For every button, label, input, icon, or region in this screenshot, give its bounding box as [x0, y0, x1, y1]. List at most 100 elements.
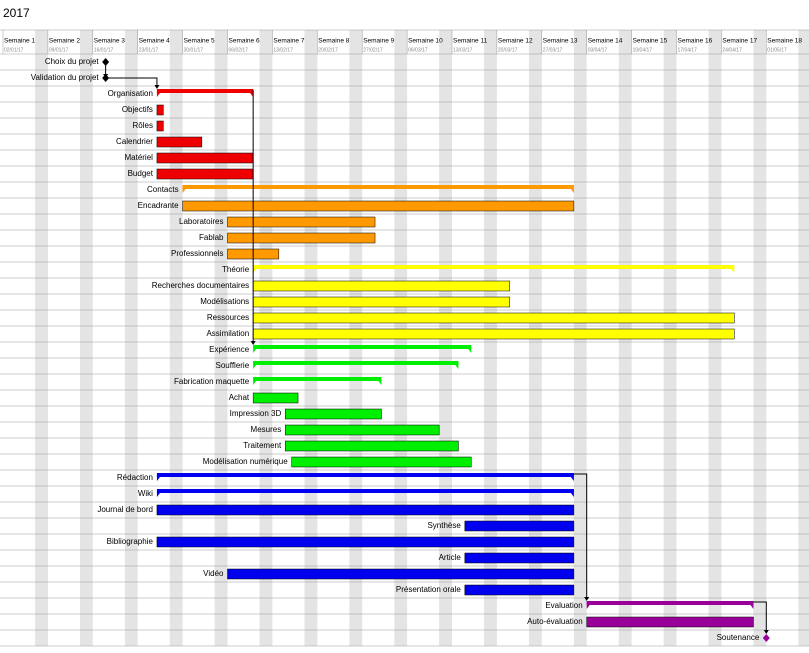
task-label: Calendrier: [116, 137, 153, 146]
week-label: Semaine 11: [453, 38, 488, 45]
week-label: Semaine 17: [722, 38, 757, 45]
week-date: 30/01/17: [184, 47, 204, 53]
task-label: Soutenance: [717, 633, 760, 642]
week-date: 17/04/17: [678, 47, 698, 53]
task-label: Mesures: [251, 425, 282, 434]
arrow-head: [250, 341, 256, 345]
week-date: 27/02/17: [363, 47, 383, 53]
arrow-head: [584, 597, 590, 601]
task-label: Bibliographie: [107, 537, 154, 546]
task-label: Assimilation: [206, 329, 249, 338]
week-label: Semaine 4: [139, 38, 170, 45]
task-bar: [252, 280, 510, 292]
summary-bar: [156, 489, 574, 493]
week-date: 01/05/17: [767, 47, 787, 53]
week-label: Semaine 18: [767, 38, 802, 45]
summary-bar: [156, 473, 574, 477]
task-label: Vidéo: [203, 569, 224, 578]
task-label: Présentation orale: [396, 585, 461, 594]
task-bar: [252, 392, 299, 404]
summary-bar: [586, 601, 754, 605]
week-label: Semaine 12: [498, 38, 533, 45]
week-label: Semaine 16: [678, 38, 713, 45]
task-bar: [252, 296, 510, 308]
summary-bar: [182, 185, 574, 189]
week-label: Semaine 1: [4, 38, 35, 45]
task-label: Modélisation numérique: [203, 457, 288, 466]
task-bar: [227, 216, 376, 228]
task-label: Validation du projet: [31, 73, 100, 82]
week-date: 03/04/17: [588, 47, 608, 53]
week-date: 27/03/17: [543, 47, 563, 53]
week-label: Semaine 3: [94, 38, 125, 45]
task-label: Fablab: [199, 233, 224, 242]
weekend-stripe: [124, 30, 138, 646]
weekend-stripe: [798, 30, 809, 646]
week-label: Semaine 8: [318, 38, 349, 45]
task-bar: [284, 440, 459, 452]
summary-bar: [253, 361, 459, 365]
dependency-link: [108, 77, 158, 86]
week-label: Semaine 7: [273, 38, 304, 45]
task-label: Fabrication maquette: [174, 377, 250, 386]
week-label: Semaine 14: [588, 38, 623, 45]
task-label: Achat: [229, 393, 250, 402]
weekend-stripe: [753, 30, 767, 646]
task-label: Choix du projet: [45, 57, 100, 66]
week-label: Semaine 13: [543, 38, 578, 45]
task-bar: [156, 136, 203, 148]
task-label: Encadrante: [138, 201, 179, 210]
task-label: Objectifs: [122, 105, 153, 114]
week-label: Semaine 10: [408, 38, 443, 45]
week-label: Semaine 9: [363, 38, 394, 45]
arrow-head: [103, 74, 109, 78]
week-date: 13/02/17: [273, 47, 293, 53]
task-label: Soufflerie: [216, 361, 250, 370]
week-date: 24/04/17: [722, 47, 742, 53]
task-label: Wiki: [138, 489, 153, 498]
week-date: 02/01/17: [4, 47, 24, 53]
task-bar: [464, 584, 575, 596]
task-bar: [284, 424, 440, 436]
task-label: Matériel: [124, 153, 153, 162]
task-bar: [227, 232, 376, 244]
task-bar: [156, 504, 575, 516]
week-date: 16/01/17: [94, 47, 114, 53]
task-bar: [156, 104, 164, 116]
task-bar: [291, 456, 472, 468]
summary-bar: [156, 89, 254, 93]
task-bar: [252, 312, 735, 324]
summary-bar: [253, 377, 382, 381]
week-label: Semaine 6: [229, 38, 260, 45]
task-label: Recherches documentaires: [152, 281, 249, 290]
task-bar: [156, 536, 575, 548]
week-label: Semaine 15: [633, 38, 668, 45]
milestone: [762, 634, 770, 642]
week-date: 06/03/17: [408, 47, 428, 53]
weekend-stripe: [79, 30, 93, 646]
arrow-head: [154, 85, 160, 89]
task-label: Journal de bord: [97, 505, 153, 514]
task-bar: [182, 200, 575, 212]
task-bar: [156, 120, 164, 132]
task-label: Evaluation: [545, 601, 582, 610]
week-date: 20/02/17: [318, 47, 338, 53]
task-label: Modélisations: [200, 297, 249, 306]
task-label: Article: [439, 553, 462, 562]
weekend-stripe: [169, 30, 183, 646]
task-bar: [227, 568, 575, 580]
task-label: Professionnels: [171, 249, 223, 258]
week-date: 10/04/17: [633, 47, 653, 53]
task-label: Ressources: [207, 313, 249, 322]
task-bar: [284, 408, 382, 420]
task-label: Rôles: [132, 121, 152, 130]
week-date: 13/03/17: [453, 47, 473, 53]
task-label: Auto-évaluation: [527, 617, 583, 626]
task-label: Traitement: [243, 441, 282, 450]
task-label: Théorie: [222, 265, 250, 274]
task-label: Synthèse: [427, 521, 461, 530]
task-bar: [464, 520, 575, 532]
task-bar: [252, 328, 735, 340]
week-date: 20/03/17: [498, 47, 518, 53]
task-bar: [464, 552, 575, 564]
